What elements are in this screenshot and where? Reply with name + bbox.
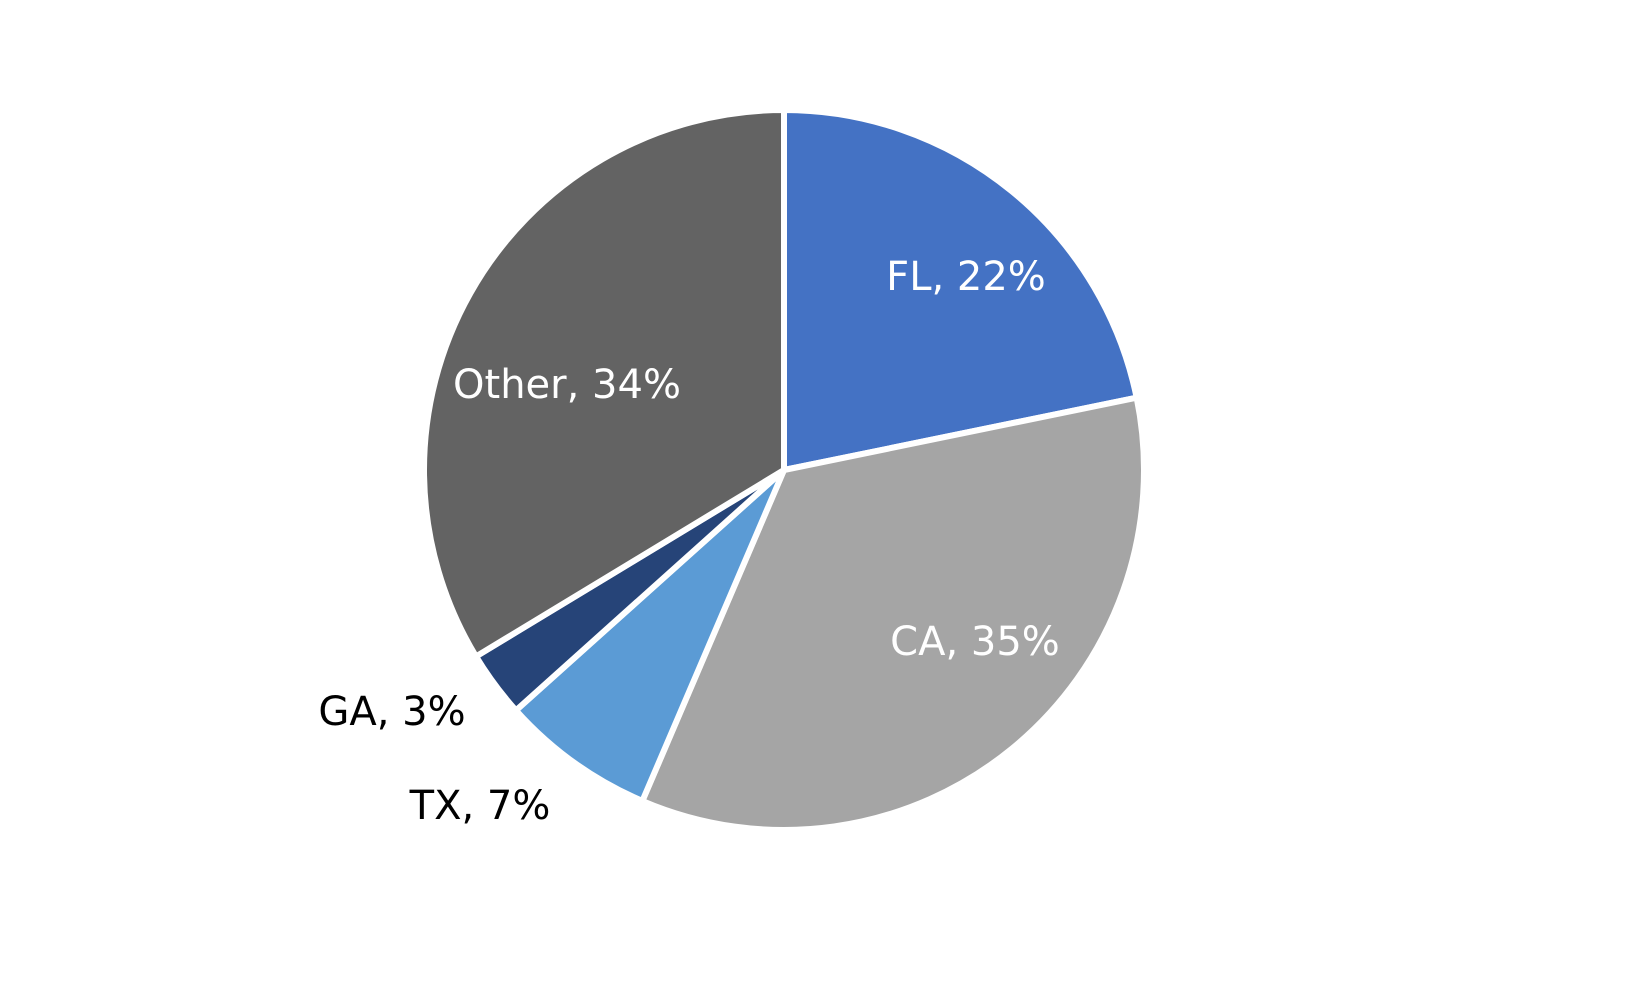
data-label-tx: TX, 7% <box>409 783 551 829</box>
pie-slice-other <box>421 107 787 660</box>
pie-slice-fl <box>781 107 1140 473</box>
data-label-ga: GA, 3% <box>318 689 466 735</box>
pie-slice-ca <box>639 394 1147 833</box>
data-label-other: Other, 34% <box>453 362 681 408</box>
data-label-ca: CA, 35% <box>890 619 1060 665</box>
pie-slice-tx <box>512 467 787 804</box>
data-label-fl: FL, 22% <box>886 254 1046 300</box>
